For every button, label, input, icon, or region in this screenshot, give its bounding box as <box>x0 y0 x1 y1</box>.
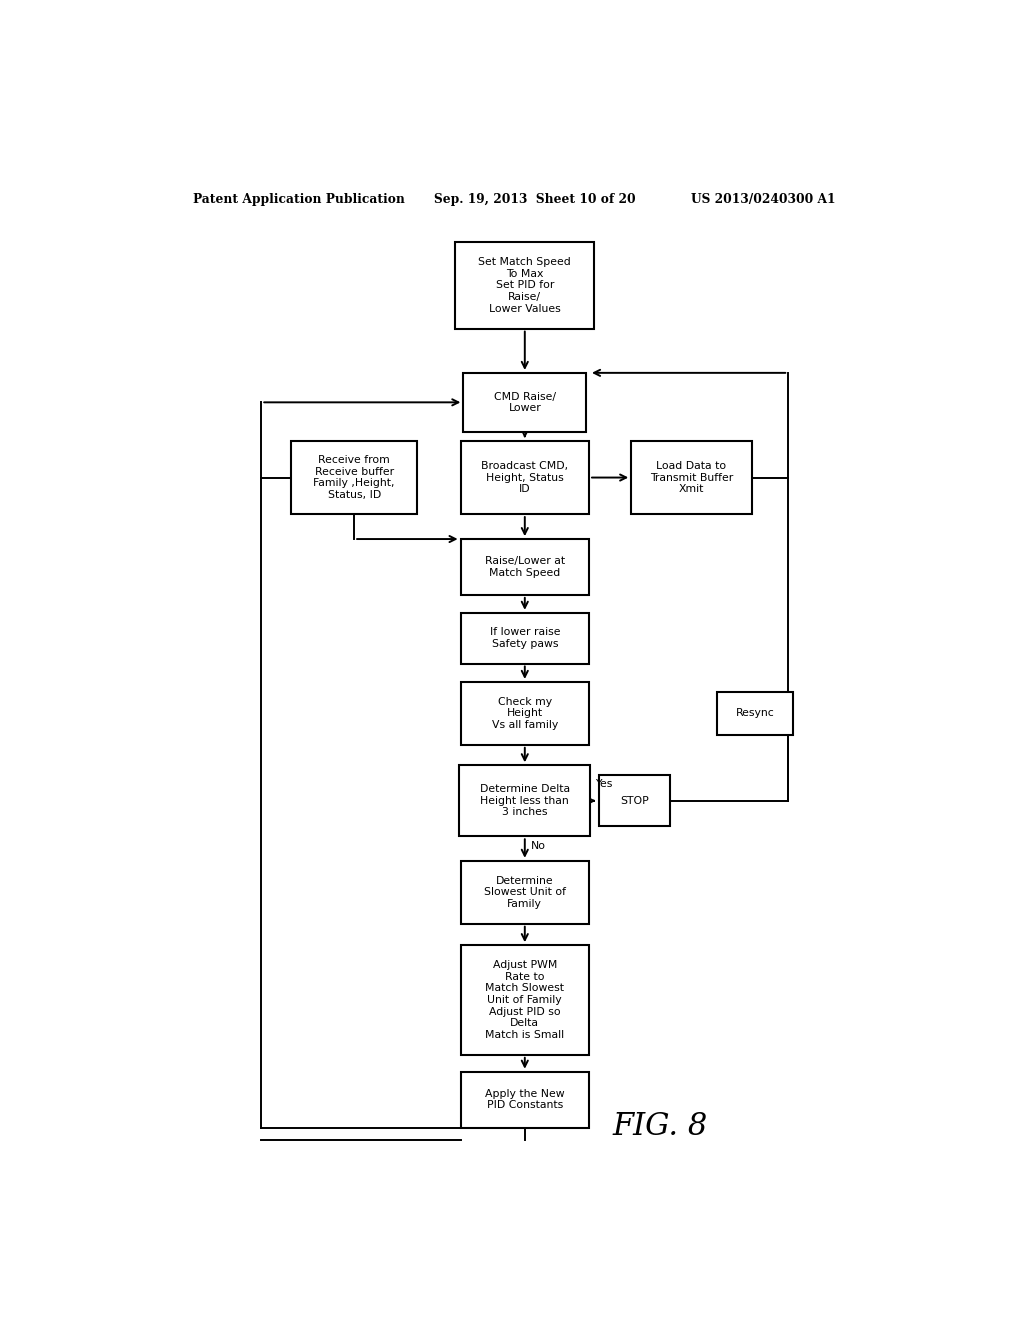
Bar <box>461 682 589 744</box>
Bar <box>463 372 587 432</box>
Text: Sep. 19, 2013  Sheet 10 of 20: Sep. 19, 2013 Sheet 10 of 20 <box>433 193 635 206</box>
Text: Patent Application Publication: Patent Application Publication <box>194 193 404 206</box>
Text: Adjust PWM
Rate to
Match Slowest
Unit of Family
Adjust PID so
Delta
Match is Sma: Adjust PWM Rate to Match Slowest Unit of… <box>485 960 564 1040</box>
Text: Resync: Resync <box>735 709 774 718</box>
Text: Receive from
Receive buffer
Family ,Height,
Status, ID: Receive from Receive buffer Family ,Heig… <box>313 455 395 500</box>
Text: FIG. 8: FIG. 8 <box>612 1110 708 1142</box>
Text: Broadcast CMD,
Height, Status
ID: Broadcast CMD, Height, Status ID <box>481 461 568 494</box>
Bar <box>456 243 594 329</box>
Text: No: No <box>531 841 546 850</box>
Text: US 2013/0240300 A1: US 2013/0240300 A1 <box>691 193 836 206</box>
Text: STOP: STOP <box>620 796 648 805</box>
Text: Determine Delta
Height less than
3 inches: Determine Delta Height less than 3 inche… <box>479 784 570 817</box>
Text: Load Data to
Transmit Buffer
Xmit: Load Data to Transmit Buffer Xmit <box>650 461 733 494</box>
Bar <box>461 612 589 664</box>
Bar <box>461 861 589 924</box>
Text: Set Match Speed
To Max
Set PID for
Raise/
Lower Values: Set Match Speed To Max Set PID for Raise… <box>478 257 571 314</box>
Bar <box>461 945 589 1055</box>
Text: If lower raise
Safety paws: If lower raise Safety paws <box>489 627 560 649</box>
Text: CMD Raise/
Lower: CMD Raise/ Lower <box>494 392 556 413</box>
Text: Determine
Slowest Unit of
Family: Determine Slowest Unit of Family <box>483 875 566 909</box>
Bar <box>461 441 589 515</box>
Text: Apply the New
PID Constants: Apply the New PID Constants <box>485 1089 564 1110</box>
Bar <box>461 539 589 595</box>
Bar <box>292 441 417 515</box>
Bar <box>717 692 793 735</box>
Text: Yes: Yes <box>595 779 612 788</box>
Bar <box>599 775 670 826</box>
Text: Check my
Height
Vs all family: Check my Height Vs all family <box>492 697 558 730</box>
Bar <box>631 441 752 515</box>
Text: Raise/Lower at
Match Speed: Raise/Lower at Match Speed <box>484 556 565 578</box>
Bar <box>461 1072 589 1127</box>
Bar <box>460 766 590 837</box>
